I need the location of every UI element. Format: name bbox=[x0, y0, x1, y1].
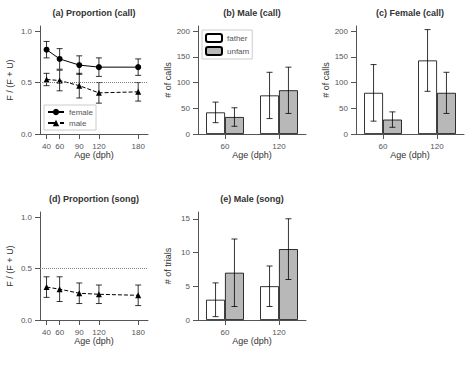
svg-text:200: 200 bbox=[335, 27, 349, 36]
svg-text:1.0: 1.0 bbox=[21, 213, 33, 222]
svg-text:15: 15 bbox=[181, 214, 190, 223]
svg-text:0.0: 0.0 bbox=[21, 130, 33, 139]
svg-text:150: 150 bbox=[335, 52, 349, 61]
svg-text:5: 5 bbox=[186, 282, 191, 291]
svg-text:Age (dph): Age (dph) bbox=[74, 336, 114, 346]
svg-text:(d) Proportion (song): (d) Proportion (song) bbox=[49, 194, 139, 204]
svg-text:90: 90 bbox=[75, 142, 84, 151]
svg-text:90: 90 bbox=[75, 328, 84, 337]
svg-text:100: 100 bbox=[335, 78, 349, 87]
svg-text:120: 120 bbox=[272, 328, 286, 337]
svg-text:# of calls: # of calls bbox=[163, 62, 173, 98]
svg-text:60: 60 bbox=[221, 328, 230, 337]
svg-text:50: 50 bbox=[339, 104, 348, 113]
svg-text:(b) Male (call): (b) Male (call) bbox=[223, 8, 281, 18]
svg-text:60: 60 bbox=[55, 328, 64, 337]
svg-text:50: 50 bbox=[181, 104, 190, 113]
svg-text:0.5: 0.5 bbox=[21, 78, 33, 87]
svg-text:F / (F + U): F / (F + U) bbox=[5, 59, 15, 100]
svg-text:unfam: unfam bbox=[227, 47, 250, 56]
svg-text:(e) Male (song): (e) Male (song) bbox=[220, 194, 284, 204]
svg-text:120: 120 bbox=[272, 142, 286, 151]
svg-text:1.0: 1.0 bbox=[21, 27, 33, 36]
svg-text:0: 0 bbox=[344, 130, 349, 139]
svg-text:# of trials: # of trials bbox=[163, 247, 173, 284]
svg-text:10: 10 bbox=[181, 248, 190, 257]
svg-text:# of calls: # of calls bbox=[321, 62, 331, 98]
svg-text:0.0: 0.0 bbox=[21, 316, 33, 325]
svg-text:male: male bbox=[69, 119, 87, 128]
svg-text:Age (dph): Age (dph) bbox=[74, 150, 114, 160]
svg-text:Age (dph): Age (dph) bbox=[390, 150, 430, 160]
svg-text:100: 100 bbox=[177, 78, 191, 87]
svg-text:40: 40 bbox=[42, 142, 51, 151]
svg-text:120: 120 bbox=[92, 142, 106, 151]
svg-text:120: 120 bbox=[92, 328, 106, 337]
svg-text:0: 0 bbox=[186, 316, 191, 325]
svg-text:60: 60 bbox=[379, 142, 388, 151]
svg-text:(c) Female (call): (c) Female (call) bbox=[376, 8, 444, 18]
svg-text:180: 180 bbox=[132, 328, 146, 337]
svg-text:200: 200 bbox=[177, 27, 191, 36]
svg-text:150: 150 bbox=[177, 52, 191, 61]
svg-text:Age (dph): Age (dph) bbox=[232, 336, 272, 346]
svg-text:60: 60 bbox=[221, 142, 230, 151]
svg-text:60: 60 bbox=[55, 142, 64, 151]
svg-text:0.5: 0.5 bbox=[21, 264, 33, 273]
svg-text:F / (F + U): F / (F + U) bbox=[5, 245, 15, 286]
svg-text:0: 0 bbox=[186, 130, 191, 139]
svg-text:father: father bbox=[227, 34, 248, 43]
svg-text:Age (dph): Age (dph) bbox=[232, 150, 272, 160]
svg-text:female: female bbox=[69, 108, 94, 117]
svg-text:(a) Proportion (call): (a) Proportion (call) bbox=[53, 8, 136, 18]
svg-text:120: 120 bbox=[430, 142, 444, 151]
svg-text:40: 40 bbox=[42, 328, 51, 337]
svg-text:180: 180 bbox=[132, 142, 146, 151]
